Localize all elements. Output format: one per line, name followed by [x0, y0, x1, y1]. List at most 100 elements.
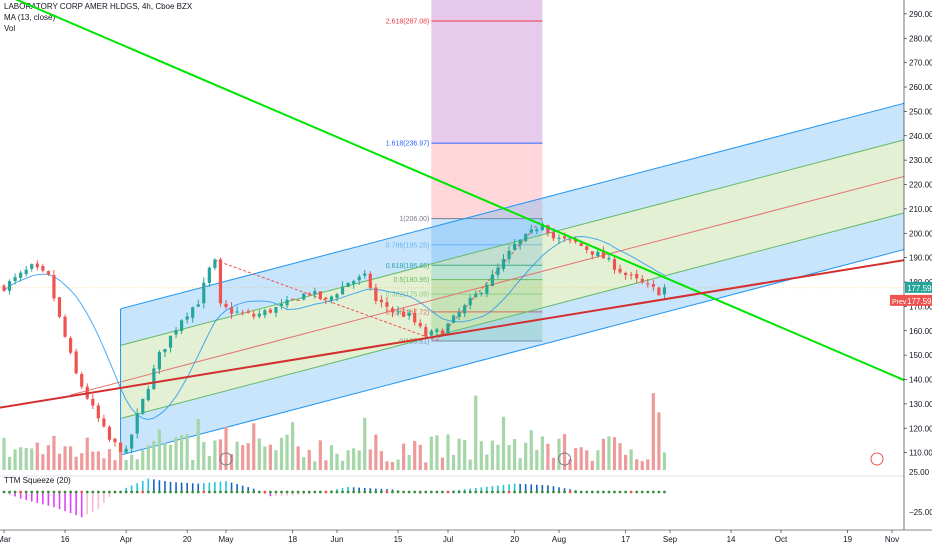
candle [202, 282, 206, 304]
volume-bar [568, 459, 572, 470]
price-tick-label: 260.00 [909, 83, 932, 92]
squeeze-dot [196, 490, 200, 494]
squeeze-dot [563, 490, 566, 494]
fib-zone [431, 218, 543, 245]
time-tick-label: 14 [727, 535, 736, 544]
volume-bar [69, 446, 73, 470]
squeeze-dot [285, 490, 289, 494]
squeeze-dot [468, 490, 472, 494]
pitchfork-median-ext [70, 381, 121, 396]
squeeze-dot [424, 490, 428, 494]
squeeze-dot [479, 490, 483, 494]
candle [324, 297, 328, 300]
squeeze-dot [191, 490, 195, 494]
candle [646, 283, 650, 285]
ttm-squeeze-label[interactable]: TTM Squeeze (20) [4, 476, 71, 485]
volume-bar [63, 446, 67, 470]
squeeze-dot [552, 490, 555, 494]
time-tick-label: 20 [510, 535, 519, 544]
candle [451, 315, 456, 323]
volume-bar [607, 436, 611, 470]
squeeze-dot [207, 490, 211, 494]
candle [396, 311, 400, 313]
ma-line [3, 236, 665, 421]
volume-bar [601, 438, 605, 470]
fib-level-label: 0(155.81) [399, 338, 429, 345]
fib-level-label: 0.382(175.09) [386, 291, 430, 298]
volume-bar [513, 438, 517, 470]
candle [374, 287, 378, 301]
squeeze-dot [230, 490, 233, 494]
time-tick-label: Sep [663, 535, 678, 544]
candle [585, 246, 589, 250]
candle [91, 398, 95, 406]
price-axis-bg [904, 0, 932, 550]
volume-bar [85, 437, 89, 470]
volume-bar [241, 445, 245, 470]
squeeze-dot [213, 490, 217, 494]
volume-bar [285, 434, 289, 470]
squeeze-dot [602, 490, 605, 494]
candle [629, 274, 633, 276]
volume-bar [307, 449, 311, 470]
squeeze-dot [385, 490, 389, 494]
candle [657, 287, 661, 296]
volume-bar [468, 459, 472, 470]
volume-bar [474, 395, 478, 470]
candle [318, 291, 322, 300]
squeeze-dot [13, 490, 17, 494]
squeeze-dot [291, 490, 294, 494]
time-tick-label: 18 [288, 535, 297, 544]
price-tick-label: 290.00 [909, 10, 932, 19]
symbol-title[interactable]: LABORATORY CORP AMER HLDGS, 4h, Cboe BZX [4, 2, 193, 11]
squeeze-dot [280, 490, 283, 494]
candle [180, 320, 184, 331]
squeeze-dot [24, 490, 28, 494]
volume-bar [118, 451, 123, 470]
squeeze-dot [585, 490, 589, 494]
volume-bar [640, 461, 644, 470]
volume-bar [291, 422, 295, 470]
volume-indicator-label[interactable]: Vol [4, 24, 16, 33]
volume-bar [146, 445, 150, 470]
pitchfork-anchor-path [214, 218, 543, 342]
volume-bar [429, 436, 433, 470]
squeeze-dot [574, 490, 578, 494]
squeeze-dot [2, 490, 6, 494]
volume-bar [535, 449, 539, 470]
volume-bar [124, 459, 128, 470]
squeeze-dot [313, 490, 317, 494]
candle [19, 272, 23, 278]
volume-bar [413, 440, 417, 470]
candle [274, 307, 278, 313]
candle [107, 426, 112, 440]
candle [429, 330, 433, 336]
volume-bar [13, 449, 17, 470]
candle [390, 308, 395, 313]
squeeze-dot [69, 490, 72, 494]
squeeze-dot [330, 490, 333, 494]
price-tick-label: 200.00 [909, 229, 932, 238]
candle [596, 251, 600, 257]
volume-bar [446, 434, 450, 470]
candle [357, 276, 361, 281]
candle [235, 311, 239, 313]
volume-bar [257, 438, 261, 470]
candle [507, 250, 511, 260]
squeeze-dot [463, 490, 467, 494]
volume-bar [302, 457, 306, 470]
squeeze-dot [102, 490, 106, 494]
squeeze-dot [346, 490, 350, 494]
candle [213, 259, 217, 269]
candle [302, 293, 306, 300]
fib-zone [431, 143, 543, 219]
last-price-label: 177.59 [907, 284, 932, 293]
volume-bar [612, 437, 617, 470]
ma-indicator-label[interactable]: MA (13, close) [4, 13, 56, 22]
squeeze-dot [146, 490, 150, 494]
candle [607, 258, 611, 260]
price-tick-label: 190.00 [909, 254, 932, 263]
time-tick-label: Aug [552, 535, 566, 544]
squeeze-dot [235, 490, 239, 494]
